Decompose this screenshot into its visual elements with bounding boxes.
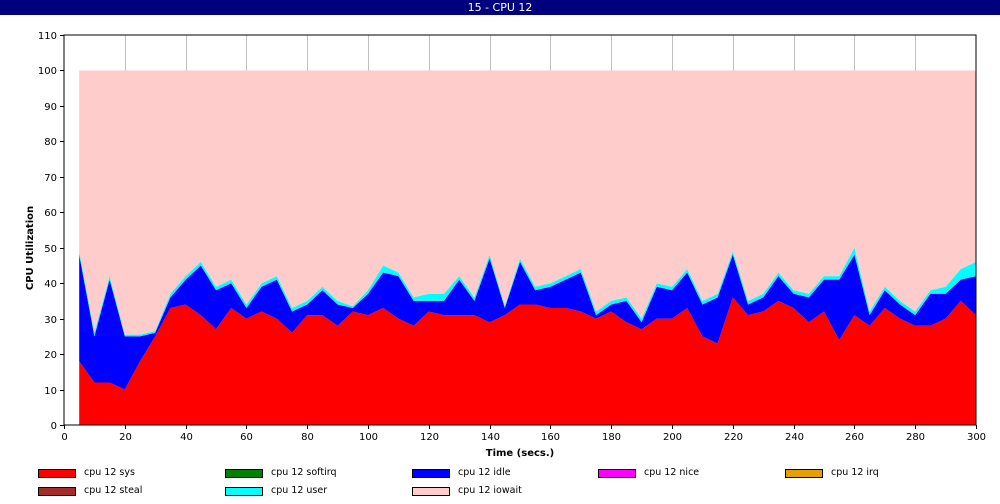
area-cpu-12-sys	[79, 297, 976, 425]
legend-item-cpu-12-iowait: cpu 12 iowait	[412, 484, 522, 498]
y-tick-label: 50	[44, 244, 57, 255]
x-tick-label: 120	[420, 432, 439, 443]
x-tick-label: 280	[906, 432, 925, 443]
stacked-areas	[79, 70, 976, 425]
legend-label: cpu 12 steal	[84, 485, 143, 496]
plot-frame	[63, 34, 977, 426]
legend-item-cpu-12-irq: cpu 12 irq	[785, 466, 879, 480]
legend-swatch	[225, 486, 263, 496]
y-tick-label: 100	[38, 66, 57, 77]
x-tick-label: 180	[602, 432, 621, 443]
legend-swatch	[785, 468, 823, 478]
legend-label: cpu 12 nice	[644, 467, 700, 478]
x-tick-label: 80	[301, 432, 314, 443]
y-tick-label: 60	[44, 208, 57, 219]
legend-swatch	[598, 468, 636, 478]
x-tick-label: 40	[180, 432, 193, 443]
y-tick-label: 20	[44, 350, 57, 361]
y-axis-label: CPU Utilization	[25, 206, 36, 290]
x-tick-label: 100	[359, 432, 378, 443]
y-tick-label: 30	[44, 315, 57, 326]
x-tick-label: 60	[240, 432, 253, 443]
legend-item-cpu-12-softirq: cpu 12 softirq	[225, 466, 336, 480]
x-tick-label: 0	[61, 432, 67, 443]
x-tick-label: 20	[119, 432, 132, 443]
x-tick-label: 260	[845, 432, 864, 443]
legend-item-cpu-12-steal: cpu 12 steal	[38, 484, 142, 498]
y-tick-label: 10	[44, 386, 57, 397]
legend-swatch	[38, 486, 76, 496]
x-tick-label: 140	[481, 432, 500, 443]
chart-legend: cpu 12 sys cpu 12 softirq cpu 12 idle cpu 1…	[0, 462, 1000, 504]
legend-swatch	[225, 468, 263, 478]
legend-item-cpu-12-idle: cpu 12 idle	[412, 466, 511, 480]
x-tick-label: 240	[785, 432, 804, 443]
y-tick-label: 0	[51, 421, 57, 432]
area-cpu-12-idle	[79, 254, 976, 390]
x-tick-label: 220	[724, 432, 743, 443]
legend-label: cpu 12 irq	[831, 467, 879, 478]
legend-swatch	[412, 468, 450, 478]
area-cpu-12-user	[79, 247, 976, 337]
legend-label: cpu 12 user	[271, 485, 328, 496]
legend-swatch	[412, 486, 450, 496]
chart-title-bar: 15 - CPU 12	[0, 0, 1000, 15]
legend-item-cpu-12-nice: cpu 12 nice	[598, 466, 699, 480]
y-tick-label: 40	[44, 279, 57, 290]
x-axis-label: Time (secs.)	[486, 448, 555, 459]
legend-item-cpu-12-user: cpu 12 user	[225, 484, 327, 498]
x-tick-label: 300	[967, 432, 986, 443]
chart-title: 15 - CPU 12	[467, 1, 533, 14]
area-cpu-12-iowait	[79, 70, 976, 335]
y-tick-label: 80	[44, 137, 57, 148]
x-tick-label: 160	[541, 432, 560, 443]
legend-item-cpu-12-sys: cpu 12 sys	[38, 466, 135, 480]
axes: 0 10 20 30 40 50 60 70 80 90 100 110 0 20 40 60 80 100 120…	[38, 31, 986, 443]
legend-label: cpu 12 sys	[84, 467, 135, 478]
legend-label: cpu 12 iowait	[458, 485, 522, 496]
cpu-utilization-area-chart: 0 10 20 30 40 50 60 70 80 90 100 110 0 20 40 60 80 100 120…	[25, 31, 986, 459]
legend-label: cpu 12 softirq	[271, 467, 337, 478]
legend-label: cpu 12 idle	[458, 467, 511, 478]
legend-swatch	[38, 468, 76, 478]
y-tick-label: 90	[44, 102, 57, 113]
x-tick-label: 200	[663, 432, 682, 443]
y-tick-label: 110	[38, 31, 57, 42]
y-tick-label: 70	[44, 173, 57, 184]
